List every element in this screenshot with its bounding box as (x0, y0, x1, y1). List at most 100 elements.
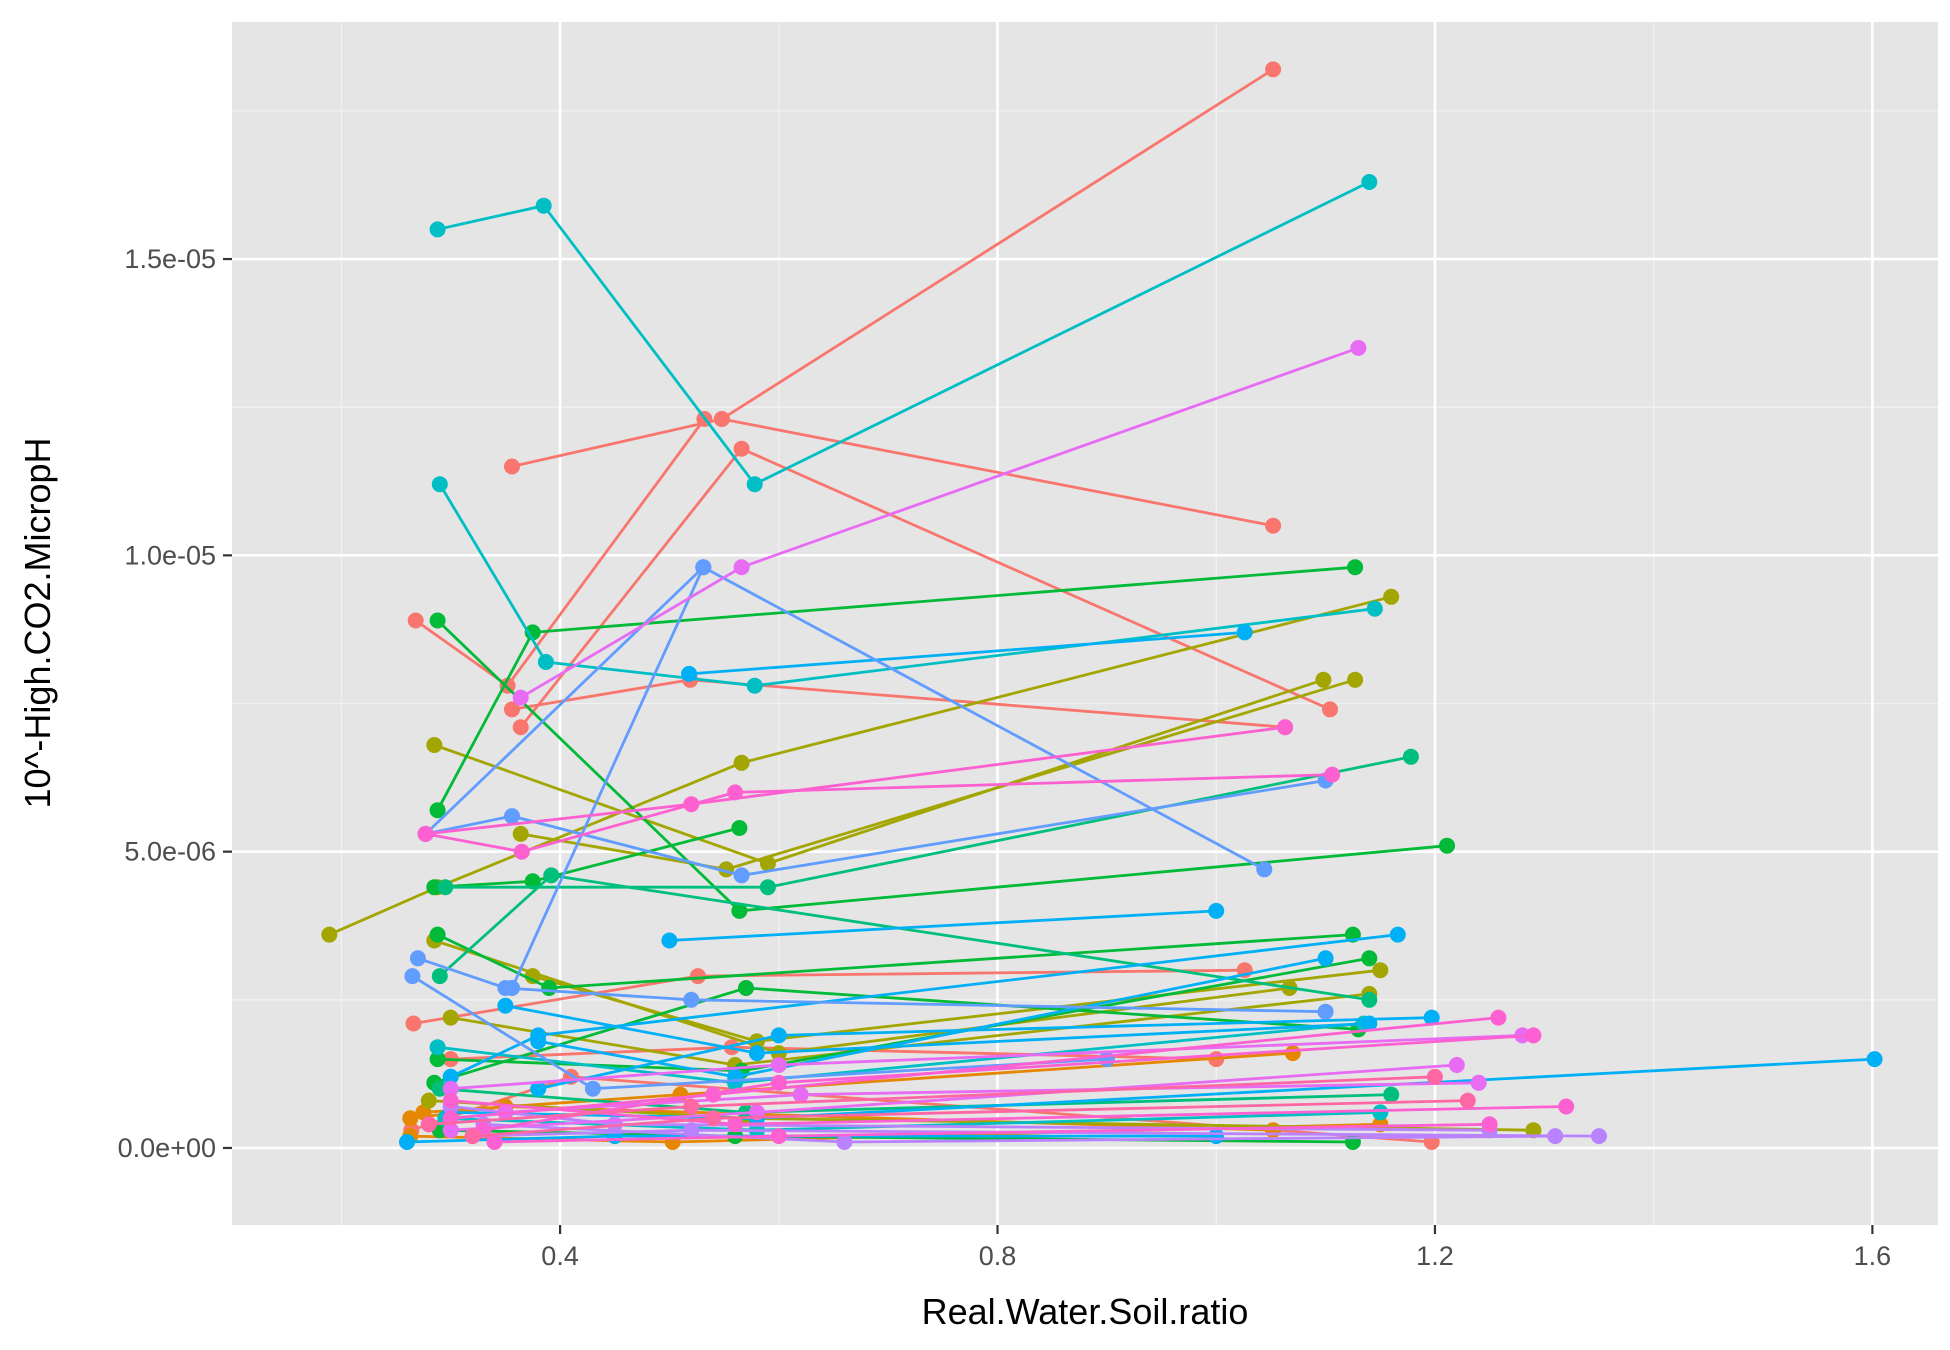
data-point (535, 197, 552, 214)
data-point (1208, 1128, 1225, 1145)
data-point (1322, 701, 1338, 718)
data-point (1423, 1009, 1440, 1026)
data-point (1459, 1092, 1476, 1109)
data-point (497, 980, 514, 996)
data-point (1448, 1057, 1465, 1073)
data-point (683, 1098, 700, 1115)
data-point (442, 1068, 459, 1085)
x-tick-label: 0.8 (979, 1241, 1017, 1271)
data-point (733, 440, 750, 457)
data-point (1470, 1074, 1487, 1091)
data-point (524, 968, 541, 985)
data-point (1591, 1128, 1607, 1145)
data-point (429, 802, 446, 819)
data-point (1481, 1116, 1498, 1133)
data-point (1277, 719, 1294, 736)
series-line (425, 779, 1326, 877)
data-point (1547, 1128, 1564, 1145)
data-point (1372, 1104, 1389, 1121)
series-group (512, 671, 1364, 878)
data-point (689, 968, 706, 985)
series-group (497, 997, 1378, 1062)
y-tick-label: 1.5e-05 (124, 244, 216, 274)
series-group (530, 1009, 1440, 1097)
data-point (770, 1027, 787, 1044)
series-line (721, 68, 1274, 421)
data-point (1361, 950, 1378, 967)
data-point (733, 754, 750, 771)
data-point (464, 1128, 481, 1145)
data-point (695, 559, 712, 576)
data-point (1208, 902, 1225, 919)
y-tick-label: 5.0e-06 (124, 837, 216, 867)
series-line (328, 595, 1392, 936)
data-point (1236, 624, 1253, 641)
y-axis-title: 10^-High.CO2.MicropH (17, 437, 58, 808)
series-line (510, 566, 705, 989)
data-point (1361, 174, 1378, 190)
data-point (1265, 517, 1282, 534)
series-line (425, 773, 1333, 854)
data-point (407, 612, 424, 629)
data-point (1347, 559, 1364, 576)
data-point (1426, 1068, 1443, 1085)
data-point (1402, 748, 1419, 765)
data-point (683, 991, 700, 1008)
data-point (399, 1134, 415, 1150)
data-series (321, 61, 1883, 1150)
plot-panel (232, 22, 1938, 1225)
series-group (426, 671, 1332, 872)
series-group (417, 719, 1294, 842)
data-point (1256, 861, 1273, 878)
data-point (1361, 991, 1378, 1008)
data-point (537, 654, 554, 670)
data-point (437, 879, 454, 896)
data-point (584, 1080, 601, 1097)
data-point (1439, 837, 1455, 854)
y-tick-label: 1.0e-05 (124, 540, 216, 570)
series-group (420, 1068, 1443, 1133)
data-point (524, 624, 541, 641)
data-point (1350, 339, 1367, 356)
data-point (770, 1057, 787, 1073)
data-point (513, 843, 530, 860)
series-line (669, 909, 1217, 942)
data-point (1366, 600, 1383, 617)
series-group (442, 1092, 1575, 1133)
data-point (683, 796, 700, 813)
series-group (409, 950, 1334, 1020)
data-point (429, 612, 446, 629)
data-point (1389, 926, 1406, 943)
data-point (442, 1122, 459, 1139)
data-point (409, 950, 426, 967)
data-point (429, 221, 446, 238)
data-point (1361, 1015, 1378, 1032)
series-group (681, 624, 1253, 682)
data-point (420, 1092, 437, 1109)
series-group (512, 339, 1367, 706)
data-point (405, 1015, 422, 1032)
data-point (1866, 1051, 1883, 1068)
series-group (504, 411, 1282, 534)
series-group (442, 1027, 1531, 1097)
x-tick-label: 1.2 (1416, 1241, 1454, 1271)
data-point (738, 980, 754, 996)
data-point (431, 476, 448, 493)
series-group (497, 1074, 1487, 1121)
data-point (442, 1009, 459, 1026)
series-line (688, 631, 1245, 676)
series-group (429, 926, 1361, 996)
data-point (1265, 61, 1282, 78)
series-group (661, 902, 1225, 949)
data-point (512, 719, 529, 736)
data-point (1525, 1027, 1542, 1044)
data-point (1490, 1009, 1507, 1026)
data-point (504, 808, 520, 825)
data-point (1317, 1003, 1334, 1020)
data-point (748, 1045, 765, 1062)
data-point (713, 411, 730, 427)
data-point (705, 1110, 722, 1127)
series-line (437, 180, 1370, 486)
data-point (1558, 1098, 1575, 1115)
